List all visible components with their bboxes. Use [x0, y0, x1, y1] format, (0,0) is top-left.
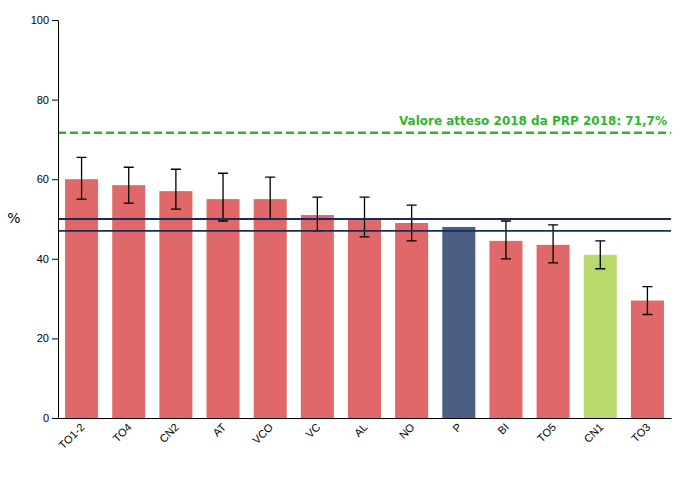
y-tick-label: 60: [37, 173, 49, 185]
y-tick-mark: [52, 100, 58, 101]
y-tick-mark: [52, 20, 58, 21]
x-tick: VC: [303, 418, 322, 440]
bar: [489, 241, 522, 418]
x-tick-label: VC: [303, 421, 322, 440]
x-tick: CN1: [581, 418, 605, 445]
x-tick-label: TO4: [110, 421, 133, 444]
bar: [631, 301, 664, 418]
x-tick: BI: [495, 418, 511, 437]
marks: [58, 133, 671, 418]
error-bar: [124, 167, 134, 203]
error-bar: [218, 173, 228, 221]
error-bar: [595, 241, 605, 269]
x-tick-label: CN2: [157, 421, 181, 445]
bar: [584, 255, 617, 418]
error-bar: [501, 221, 511, 259]
y-tick-label: 100: [31, 14, 49, 26]
x-tick: VCO: [250, 418, 276, 446]
x-tick: TO4: [110, 418, 133, 444]
y-tick-mark: [52, 259, 58, 260]
y-tick: 0: [43, 412, 58, 424]
error-bar: [407, 205, 417, 241]
y-axis-label: %: [7, 210, 20, 226]
plot: TO1-2 TO4 CN2 AT VCO VC AL NO P BI TO5 CN1 TO3 0 20 40 6…: [31, 14, 672, 451]
reference-line: [58, 230, 671, 232]
error-bar: [171, 169, 181, 209]
reference-line-label: Valore atteso 2018 da PRP 2018: 71,7%: [399, 114, 667, 128]
y-tick: 20: [37, 332, 58, 344]
bar: [395, 223, 428, 418]
x-tick-label: AL: [352, 421, 370, 439]
bar: [65, 179, 98, 418]
x-tick: AL: [352, 418, 370, 439]
y-axis-line: [52, 21, 59, 419]
x-tick-label: AT: [210, 421, 228, 439]
x-tick: AT: [210, 418, 228, 439]
y-tick: 80: [37, 94, 58, 106]
error-bar: [312, 197, 322, 231]
bar: [254, 199, 287, 418]
bar: [112, 185, 145, 418]
x-tick-label: VCO: [250, 421, 276, 447]
x-tick-label: BI: [495, 421, 511, 437]
x-tick: CN2: [157, 418, 181, 445]
x-tick-label: TO5: [535, 421, 558, 444]
reference-line: [58, 218, 671, 220]
y-axis: 0 20 40 60 80 100: [31, 14, 59, 424]
x-tick-label: P: [450, 421, 464, 435]
y-tick-label: 20: [37, 332, 49, 344]
x-tick-label: NO: [397, 421, 417, 441]
x-tick: P: [450, 418, 464, 435]
y-tick-mark: [52, 338, 58, 339]
reference-line: [58, 131, 671, 134]
x-axis-line: [59, 418, 672, 419]
bar: [442, 227, 475, 418]
x-tick: TO3: [629, 418, 652, 444]
y-tick-label: 0: [43, 412, 49, 424]
x-tick-label: CN1: [581, 421, 605, 445]
bar: [207, 199, 240, 418]
y-tick-label: 40: [37, 253, 49, 265]
error-bar: [642, 287, 652, 315]
x-tick: TO5: [535, 418, 558, 444]
chart: TO1-2 TO4 CN2 AT VCO VC AL NO P BI TO5 CN1 TO3 0 20 40 6…: [0, 0, 686, 480]
y-tick: 40: [37, 253, 58, 265]
x-tick: TO1-2: [56, 418, 86, 451]
x-tick-label: TO3: [629, 421, 652, 444]
x-tick-label: TO1-2: [56, 421, 86, 451]
bar: [348, 219, 381, 418]
y-tick-label: 80: [37, 94, 49, 106]
y-tick-mark: [52, 418, 58, 419]
bar: [301, 215, 334, 418]
error-bar: [77, 157, 87, 199]
error-bar: [265, 177, 275, 219]
y-tick: 100: [31, 14, 58, 26]
y-tick: 60: [37, 173, 58, 185]
x-tick: NO: [397, 418, 417, 441]
x-axis: TO1-2 TO4 CN2 AT VCO VC AL NO P BI TO5 CN1 TO3: [56, 418, 671, 451]
y-tick-mark: [52, 179, 58, 180]
bar: [159, 191, 192, 418]
bar: [537, 245, 570, 418]
